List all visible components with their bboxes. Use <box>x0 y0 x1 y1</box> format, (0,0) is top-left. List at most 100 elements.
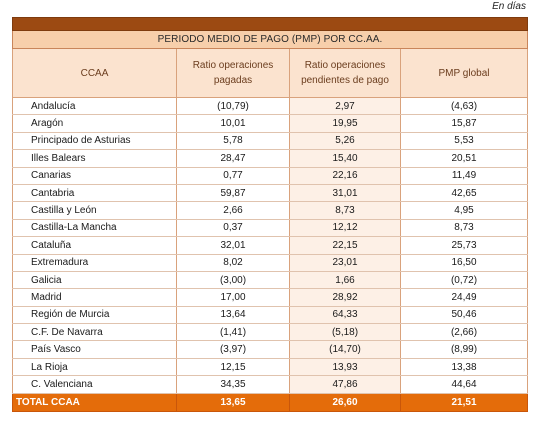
row-ratio-pendientes: 13,93 <box>289 358 401 377</box>
row-ratio-pendientes: 22,16 <box>289 167 401 185</box>
table-title: PERIODO MEDIO DE PAGO (PMP) POR CC.AA. <box>12 30 528 49</box>
row-ratio-pagadas: 2,66 <box>176 201 290 220</box>
total-pmp-global: 21,51 <box>400 392 528 412</box>
row-pmp-global: 16,50 <box>400 254 528 272</box>
row-ratio-pagadas: 28,47 <box>176 149 290 168</box>
row-ratio-pendientes: 12,12 <box>289 219 401 238</box>
row-pmp-global: 50,46 <box>400 306 528 325</box>
row-ratio-pendientes: 1,66 <box>289 271 401 290</box>
table-top-band <box>12 17 528 31</box>
table-row: Aragón 10,01 19,95 15,87 <box>12 114 528 133</box>
table-row: Cataluña 32,01 22,15 25,73 <box>12 236 528 255</box>
row-pmp-global: 5,53 <box>400 132 528 151</box>
header-ratio-pagadas: Ratio operaciones pagadas <box>176 48 290 98</box>
row-ratio-pendientes: 5,26 <box>289 132 401 151</box>
header-ratio-pendientes: Ratio operaciones pendientes de pago <box>289 48 401 98</box>
total-ccaa: TOTAL CCAA <box>12 392 177 412</box>
table-title-row: PERIODO MEDIO DE PAGO (PMP) POR CC.AA. <box>12 30 528 49</box>
row-ccaa: Región de Murcia <box>12 306 177 325</box>
row-ratio-pagadas: 10,01 <box>176 114 290 133</box>
table-row: Castilla-La Mancha 0,37 12,12 8,73 <box>12 219 528 238</box>
row-ratio-pendientes: 22,15 <box>289 236 401 255</box>
row-ccaa: Galicia <box>12 271 177 290</box>
row-ccaa: País Vasco <box>12 340 177 359</box>
row-ratio-pendientes: (14,70) <box>289 340 401 359</box>
row-ccaa: C. Valenciana <box>12 375 177 394</box>
header-ccaa: CCAA <box>12 48 177 98</box>
row-ratio-pagadas: (1,41) <box>176 323 290 342</box>
row-pmp-global: 44,64 <box>400 375 528 394</box>
row-ratio-pagadas: 34,35 <box>176 375 290 394</box>
row-ratio-pendientes: (5,18) <box>289 323 401 342</box>
table-row: La Rioja 12,15 13,93 13,38 <box>12 358 528 377</box>
row-pmp-global: 8,73 <box>400 219 528 238</box>
row-ratio-pagadas: 13,64 <box>176 306 290 325</box>
row-pmp-global: 13,38 <box>400 358 528 377</box>
row-ratio-pagadas: (10,79) <box>176 97 290 116</box>
row-ccaa: Canarias <box>12 167 177 185</box>
row-ratio-pendientes: 47,86 <box>289 375 401 394</box>
total-ratio-pendientes: 26,60 <box>289 392 401 412</box>
row-ratio-pendientes: 31,01 <box>289 184 401 203</box>
row-ccaa: Extremadura <box>12 254 177 272</box>
row-ratio-pagadas: 8,02 <box>176 254 290 272</box>
table-row: Galicia (3,00) 1,66 (0,72) <box>12 271 528 290</box>
header-pmp-global: PMP global <box>400 48 528 98</box>
row-ratio-pendientes: 19,95 <box>289 114 401 133</box>
row-ratio-pagadas: (3,00) <box>176 271 290 290</box>
table-row: Extremadura 8,02 23,01 16,50 <box>12 254 528 272</box>
table-row: C. Valenciana 34,35 47,86 44,64 <box>12 375 528 394</box>
row-pmp-global: 24,49 <box>400 288 528 307</box>
row-ccaa: La Rioja <box>12 358 177 377</box>
table-row: País Vasco (3,97) (14,70) (8,99) <box>12 340 528 359</box>
row-ratio-pagadas: 17,00 <box>176 288 290 307</box>
table-row: Principado de Asturias 5,78 5,26 5,53 <box>12 132 528 151</box>
row-ccaa: Illes Balears <box>12 149 177 168</box>
table-row: Región de Murcia 13,64 64,33 50,46 <box>12 306 528 325</box>
row-ccaa: Castilla-La Mancha <box>12 219 177 238</box>
row-pmp-global: 20,51 <box>400 149 528 168</box>
row-ratio-pagadas: 0,77 <box>176 167 290 185</box>
pmp-table: PERIODO MEDIO DE PAGO (PMP) POR CC.AA. C… <box>12 17 528 412</box>
row-ccaa: Madrid <box>12 288 177 307</box>
table-header-row: CCAA Ratio operaciones pagadas Ratio ope… <box>12 48 528 98</box>
row-ratio-pagadas: 5,78 <box>176 132 290 151</box>
row-pmp-global: 11,49 <box>400 167 528 185</box>
row-pmp-global: (2,66) <box>400 323 528 342</box>
row-ratio-pagadas: 59,87 <box>176 184 290 203</box>
row-ratio-pendientes: 2,97 <box>289 97 401 116</box>
row-pmp-global: (4,63) <box>400 97 528 116</box>
row-ccaa: Aragón <box>12 114 177 133</box>
row-ratio-pendientes: 15,40 <box>289 149 401 168</box>
table-row: C.F. De Navarra (1,41) (5,18) (2,66) <box>12 323 528 342</box>
row-pmp-global: (0,72) <box>400 271 528 290</box>
table-row: Madrid 17,00 28,92 24,49 <box>12 288 528 307</box>
table-row: Castilla y León 2,66 8,73 4,95 <box>12 201 528 220</box>
row-pmp-global: 42,65 <box>400 184 528 203</box>
table-row: Cantabria 59,87 31,01 42,65 <box>12 184 528 203</box>
table-total-row: TOTAL CCAA 13,65 26,60 21,51 <box>12 392 528 412</box>
row-ratio-pagadas: 12,15 <box>176 358 290 377</box>
row-ratio-pagadas: 0,37 <box>176 219 290 238</box>
row-ratio-pagadas: 32,01 <box>176 236 290 255</box>
row-ratio-pendientes: 64,33 <box>289 306 401 325</box>
row-ccaa: Cataluña <box>12 236 177 255</box>
row-ratio-pagadas: (3,97) <box>176 340 290 359</box>
total-ratio-pagadas: 13,65 <box>176 392 290 412</box>
row-pmp-global: 4,95 <box>400 201 528 220</box>
table-row: Andalucía (10,79) 2,97 (4,63) <box>12 97 528 116</box>
row-ccaa: C.F. De Navarra <box>12 323 177 342</box>
top-band-cell <box>12 17 528 31</box>
row-ccaa: Castilla y León <box>12 201 177 220</box>
unit-note: En días <box>492 1 526 12</box>
row-pmp-global: (8,99) <box>400 340 528 359</box>
row-pmp-global: 15,87 <box>400 114 528 133</box>
table-row: Canarias 0,77 22,16 11,49 <box>12 167 528 185</box>
table-row: Illes Balears 28,47 15,40 20,51 <box>12 149 528 168</box>
row-ccaa: Cantabria <box>12 184 177 203</box>
row-ccaa: Principado de Asturias <box>12 132 177 151</box>
row-ratio-pendientes: 8,73 <box>289 201 401 220</box>
row-pmp-global: 25,73 <box>400 236 528 255</box>
row-ratio-pendientes: 28,92 <box>289 288 401 307</box>
row-ccaa: Andalucía <box>12 97 177 116</box>
